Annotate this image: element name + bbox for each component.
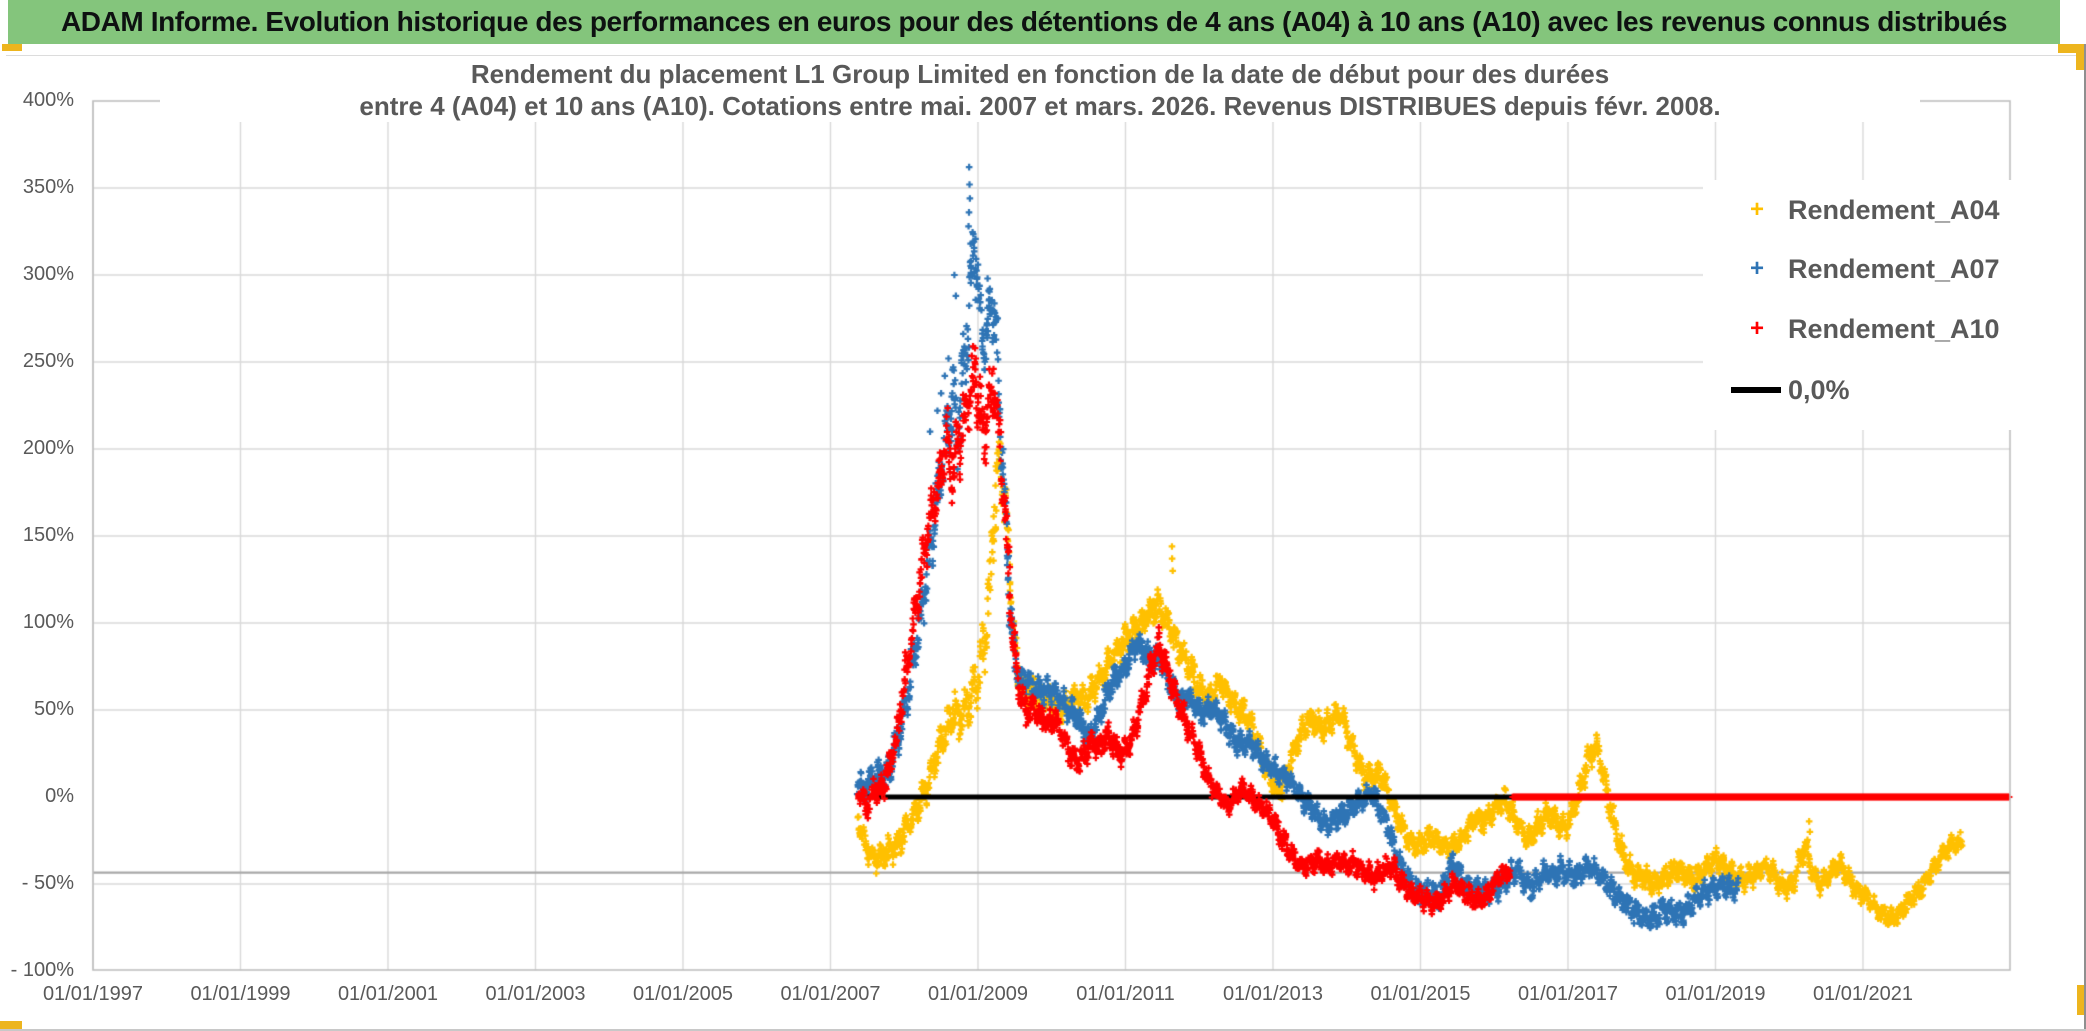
- x-tick-label: 01/01/2003: [485, 983, 586, 1005]
- y-tick-label: 400%: [22, 89, 74, 111]
- legend-plus-marker-icon: +: [1749, 315, 1764, 342]
- y-tick-label: 200%: [22, 437, 74, 459]
- window-right-edge: [2084, 44, 2086, 1031]
- y-tick-label: 150%: [22, 524, 74, 546]
- frame-accent-top-right-v: [2076, 44, 2084, 70]
- legend-item: 0,0%: [1703, 370, 2083, 410]
- y-tick-label: 350%: [22, 176, 74, 198]
- chart-title-line1: Rendement du placement L1 Group Limited …: [160, 59, 1920, 90]
- x-tick-label: 01/01/2007: [780, 983, 881, 1005]
- legend-label: Rendement_A10: [1788, 313, 2000, 344]
- x-tick-label: 01/01/2013: [1222, 983, 1324, 1005]
- y-tick-label: - 50%: [21, 872, 74, 894]
- legend-plus-marker-icon: +: [1749, 255, 1764, 282]
- legend-label: Rendement_A07: [1788, 253, 2000, 284]
- x-tick-label: 01/01/2021: [1812, 983, 1914, 1005]
- frame-accent-top-right-h: [2058, 44, 2084, 53]
- legend-label: 0,0%: [1788, 374, 1850, 405]
- legend-label: Rendement_A04: [1788, 194, 2000, 225]
- x-tick-label: 01/01/2005: [632, 983, 734, 1005]
- x-tick-label: 01/01/2017: [1517, 983, 1619, 1005]
- header-banner: ADAM Informe. Evolution historique des p…: [8, 0, 2060, 44]
- legend-plus-marker-icon: +: [1749, 196, 1764, 223]
- x-tick-label: 01/01/2011: [1076, 983, 1175, 1005]
- frame-accent-top-left: [2, 44, 22, 51]
- y-tick-label: 0%: [45, 785, 74, 807]
- legend-line-marker-icon: [1731, 387, 1781, 393]
- legend-item: + Rendement_A10: [1703, 309, 2083, 349]
- x-tick-label: 01/01/2019: [1665, 983, 1766, 1005]
- frame-accent-bottom-left: [0, 1021, 22, 1030]
- x-tick-label: 01/01/2001: [337, 983, 439, 1005]
- frame-accent-bottom-right: [2077, 985, 2084, 1015]
- x-tick-label: 01/01/1997: [42, 983, 144, 1005]
- x-tick-label: 01/01/2009: [927, 983, 1029, 1005]
- chart-legend: + Rendement_A04 + Rendement_A07 + Rendement_A…: [1703, 180, 2083, 430]
- y-tick-label: - 100%: [10, 959, 74, 981]
- y-tick-label: 50%: [33, 698, 74, 720]
- window-bottom-edge: [0, 1029, 2086, 1031]
- x-tick-label: 01/01/1999: [190, 983, 291, 1005]
- x-tick-label: 01/01/2015: [1370, 983, 1471, 1005]
- legend-item: + Rendement_A04: [1703, 190, 2083, 230]
- chart-title-line2: entre 4 (A04) et 10 ans (A10). Cotations…: [160, 91, 1920, 122]
- y-tick-label: 300%: [22, 263, 74, 285]
- legend-item: + Rendement_A07: [1703, 249, 2083, 289]
- y-tick-label: 100%: [22, 611, 74, 633]
- header-title: ADAM Informe. Evolution historique des p…: [60, 6, 2008, 37]
- y-tick-label: 250%: [22, 350, 74, 372]
- divider-line: [6, 55, 2080, 56]
